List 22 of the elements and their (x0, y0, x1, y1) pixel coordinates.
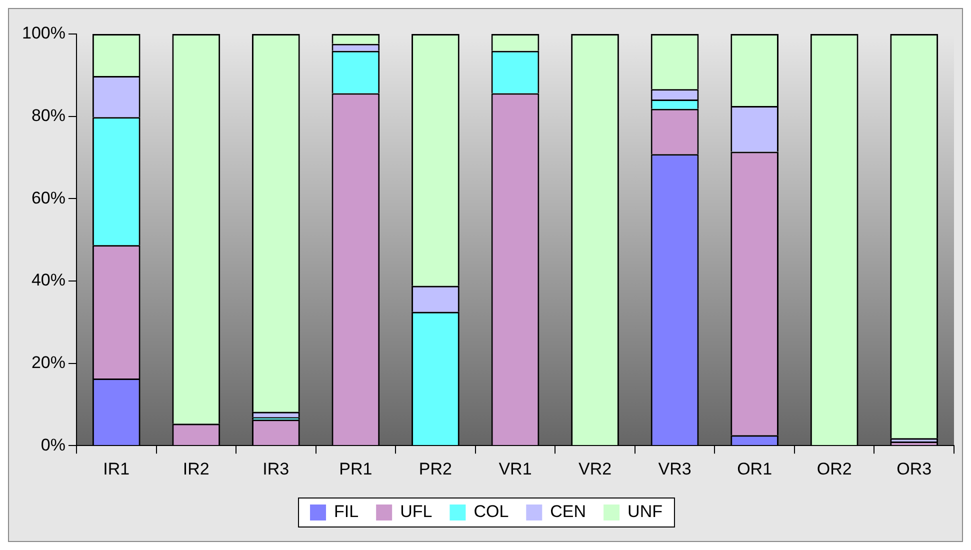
legend-label: COL (474, 502, 509, 522)
x-tick-label: VR2 (578, 459, 612, 478)
legend-label: UNF (628, 502, 662, 522)
legend-label: UFL (400, 502, 432, 522)
x-tick-label: OR3 (896, 459, 932, 478)
y-tick-label: 20% (31, 352, 66, 372)
x-tick-label: OR1 (737, 459, 772, 478)
y-tick-label: 60% (31, 188, 66, 208)
x-tick-label: IR2 (182, 459, 210, 478)
y-tick-label: 100% (22, 24, 66, 43)
y-tick-label: 80% (31, 106, 66, 126)
x-tick-label: VR3 (658, 459, 692, 478)
legend-label: FIL (334, 502, 359, 522)
x-tick-label: PR1 (339, 459, 372, 478)
x-tick-label: PR2 (418, 459, 452, 478)
x-tick-label: VR1 (498, 459, 532, 478)
y-tick-label: 40% (31, 270, 66, 290)
x-tick-label: IR3 (262, 459, 290, 478)
x-tick-label: OR2 (816, 459, 852, 478)
legend-label: CEN (550, 502, 586, 522)
x-tick-label: IR1 (103, 459, 130, 478)
y-tick-label: 0% (40, 435, 66, 454)
